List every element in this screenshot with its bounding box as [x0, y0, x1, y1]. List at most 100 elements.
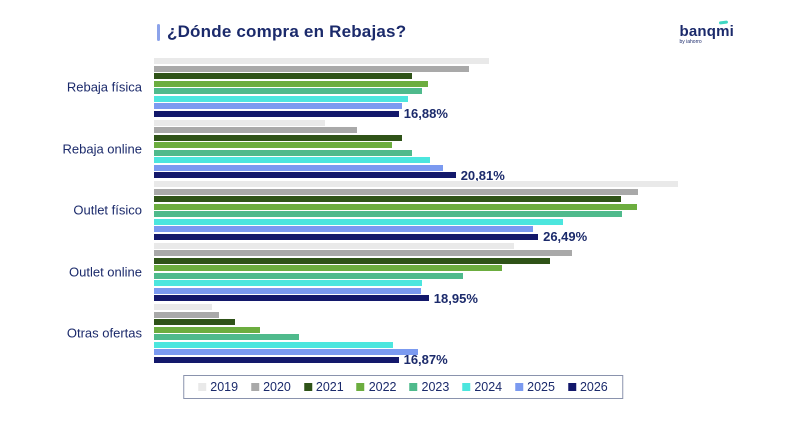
legend-label: 2020 [263, 380, 291, 394]
legend-label: 2026 [579, 380, 608, 394]
category-label: Outlet online [69, 264, 142, 280]
bar-2026 [154, 110, 399, 117]
bar-row [154, 265, 806, 271]
bar-2019 [154, 242, 514, 249]
bar-2019 [154, 181, 678, 187]
bar-2020 [154, 188, 639, 195]
bar-row [154, 218, 806, 225]
bar-row [154, 80, 806, 87]
bar-2022 [154, 142, 392, 148]
category-label: Rebaja física [66, 79, 142, 95]
bar-row [154, 188, 806, 195]
bar-row [154, 181, 806, 187]
bar-row [154, 73, 806, 79]
legend-swatch-2023 [409, 383, 418, 391]
bar-row [154, 250, 806, 256]
bar-row [154, 127, 806, 133]
chart: Rebaja física 16,88% Rebaja online 20,81% Ou… [0, 58, 806, 367]
data-label: 26,49% [543, 229, 588, 244]
bar-row [154, 142, 806, 148]
legend-item-2021: 2021 [303, 380, 344, 394]
legend-swatch-2026 [567, 383, 576, 391]
bar-row [154, 119, 806, 126]
category-label: Otras ofertas [66, 325, 142, 341]
bar-2025 [154, 349, 418, 355]
data-label: 20,81% [460, 167, 505, 183]
bar-row: 16,87% [154, 352, 806, 367]
bar-2020 [154, 250, 572, 256]
bar-row [154, 149, 806, 156]
bar-row [154, 341, 806, 348]
chart-header: ¿Dónde compra en Rebajas? [157, 22, 406, 42]
chart-legend: 2019 2020 2021 2022 2023 2024 2025 2026 [183, 375, 623, 399]
bar-2021 [154, 319, 236, 325]
bar-row [154, 164, 806, 171]
bar-row [154, 211, 806, 217]
bar-row [154, 326, 806, 333]
legend-swatch-2025 [515, 383, 524, 391]
bar-row [154, 257, 806, 264]
legend-item-2023: 2023 [409, 380, 450, 394]
bar-row [154, 334, 806, 340]
bar-group: Outlet online 18,95% [0, 242, 806, 306]
bar-2023 [154, 149, 413, 156]
legend-swatch-2019 [198, 383, 207, 391]
bar-row [154, 58, 806, 64]
bar-group: Otras ofertas 16,87% [0, 304, 806, 367]
category-label: Rebaja online [62, 141, 142, 157]
bar-2021 [154, 134, 402, 141]
legend-label: 2021 [315, 380, 344, 394]
bar-row [154, 226, 806, 232]
title-accent-bar [157, 23, 160, 41]
legend-swatch-2021 [303, 383, 312, 391]
bar-row [154, 242, 806, 249]
bar-row: 20,81% [154, 168, 806, 183]
bar-2023 [154, 211, 623, 217]
bar-group: Outlet físico 26,49% [0, 181, 806, 244]
bar-row [154, 88, 806, 94]
bar-2022 [154, 80, 428, 87]
data-label: 16,87% [403, 352, 448, 367]
page-title: ¿Dónde compra en Rebajas? [167, 22, 407, 41]
data-label: 16,88% [403, 106, 448, 121]
legend-item-2020: 2020 [251, 380, 291, 394]
legend-item-2024: 2024 [462, 380, 502, 394]
bar-2025 [154, 287, 421, 294]
bar-row: 16,88% [154, 106, 806, 121]
bar-2019 [154, 304, 212, 310]
legend-item-2026: 2026 [567, 380, 608, 394]
legend-swatch-2020 [251, 383, 260, 391]
bar-group: Rebaja física 16,88% [0, 58, 806, 121]
bar-2023 [154, 272, 463, 279]
data-label: 18,95% [433, 290, 478, 306]
bar-2021 [154, 257, 550, 264]
bar-2025 [154, 226, 533, 232]
bar-2025 [154, 164, 443, 171]
bar-row [154, 134, 806, 141]
bar-2022 [154, 326, 260, 333]
bar-row [154, 280, 806, 286]
bar-2023 [154, 88, 423, 94]
bar-2020 [154, 65, 469, 72]
bar-2020 [154, 311, 220, 318]
bar-2021 [154, 73, 413, 79]
bar-2019 [154, 119, 326, 126]
bar-row [154, 203, 806, 210]
bar-row [154, 65, 806, 72]
bar-row: 18,95% [154, 291, 806, 306]
bar-2022 [154, 265, 502, 271]
legend-label: 2023 [421, 380, 450, 394]
logo-brand-text: banqmi [679, 20, 734, 39]
bar-2024 [154, 341, 394, 348]
legend-item-2025: 2025 [515, 380, 555, 394]
category-label: Outlet físico [73, 202, 142, 218]
bar-row [154, 95, 806, 102]
bar-row [154, 287, 806, 294]
bar-row [154, 304, 806, 310]
bar-2026 [154, 233, 539, 240]
banqmi-logo: banqmi by iahorro [679, 20, 734, 45]
bar-2021 [154, 196, 621, 202]
legend-label: 2024 [474, 380, 503, 394]
bar-row: 26,49% [154, 229, 806, 244]
legend-item-2019: 2019 [198, 380, 238, 394]
